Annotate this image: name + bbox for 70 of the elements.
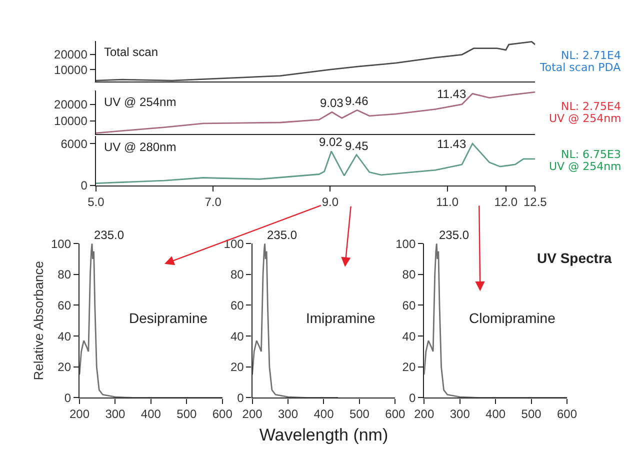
y-tick-label: 100 [396,236,416,251]
x-tick-label: 7.0 [204,194,222,209]
annotation: UV Spectra [537,250,612,266]
annotation: 9.02 [319,135,343,149]
x-tick-label: 300 [450,407,470,422]
y-tick-label: 80 [58,268,72,282]
x-tick-label: 300 [278,407,298,422]
x-tick-label: 12.5 [523,194,548,209]
y-tick-label: 20 [58,360,72,374]
y-tick-label: 20000 [54,98,88,112]
annotation: 235.0 [267,228,298,242]
text: Desipramine [129,310,208,326]
y-tick-label: 6000 [60,136,88,151]
x-tick-label: 12.0 [494,194,518,209]
x-tick-label: 600 [556,407,578,422]
text: Total scan PDA [539,61,622,74]
chart-title: UV @ 254nm [104,95,176,109]
y-tick-label: 20 [230,360,244,374]
annotation: 11.43 [437,137,466,151]
annotation: 235.0 [94,228,124,242]
y-tick-label: 40 [58,329,72,344]
annotation: 9.03 [320,96,344,110]
x-tick-label: 500 [176,407,197,422]
x-tick-label: 500 [521,407,542,422]
y-tick-label: 10000 [54,62,88,77]
text: NL: 2.71E4 [561,49,622,62]
x-tick-label: 9.0 [322,194,339,209]
y-tick-label: 100 [50,236,72,251]
text: Imipramine [306,310,376,326]
x-tick-label: 400 [486,407,506,422]
x-tick-label: 400 [140,407,162,422]
text: Clomipramine [469,310,556,326]
y-tick-label: 80 [402,268,416,282]
text: UV @ 254nm [549,112,622,125]
y-tick-label: 60 [402,298,416,312]
chart-title: Total scan [104,45,158,59]
y-tick-label: 20 [402,360,416,374]
x-axis-title: Wavelength (nm) [259,426,388,445]
y-tick-label: 0 [64,390,72,405]
x-tick-label: 300 [105,407,126,422]
annotation: 11.43 [437,87,466,101]
y-tick-label: 20000 [54,48,88,62]
x-tick-label: 400 [314,407,334,422]
line-series [96,40,536,82]
y-tick-label: 0 [408,390,416,405]
chart-title: UV @ 280nm [104,140,176,154]
x-tick-label: 600 [212,407,233,422]
text: UV @ 254nm [549,160,622,173]
y-axis-title: Relative Absorbance [30,261,46,380]
x-tick-label: 5.0 [88,194,105,209]
annotation: 9.45 [345,139,369,153]
y-tick-label: 0 [80,178,88,193]
y-tick-label: 60 [58,298,72,312]
x-tick-label: 200 [242,407,263,422]
y-tick-label: 60 [230,298,244,312]
annotation: 235.0 [439,228,470,242]
y-tick-label: 100 [224,236,244,251]
y-tick-label: 40 [230,329,244,344]
x-tick-label: 11.0 [436,194,459,209]
x-tick-label: 600 [385,407,406,422]
annotation: 9.46 [345,94,369,108]
y-tick-label: 40 [402,329,416,344]
text: NL: 2.75E4 [561,100,622,113]
text: NL: 6.75E3 [561,148,622,161]
y-tick-label: 10000 [54,114,88,128]
x-tick-label: 500 [349,407,370,422]
y-tick-label: 80 [230,268,244,282]
x-tick-label: 200 [414,407,434,422]
x-tick-label: 200 [69,407,90,422]
y-tick-label: 0 [237,390,244,405]
